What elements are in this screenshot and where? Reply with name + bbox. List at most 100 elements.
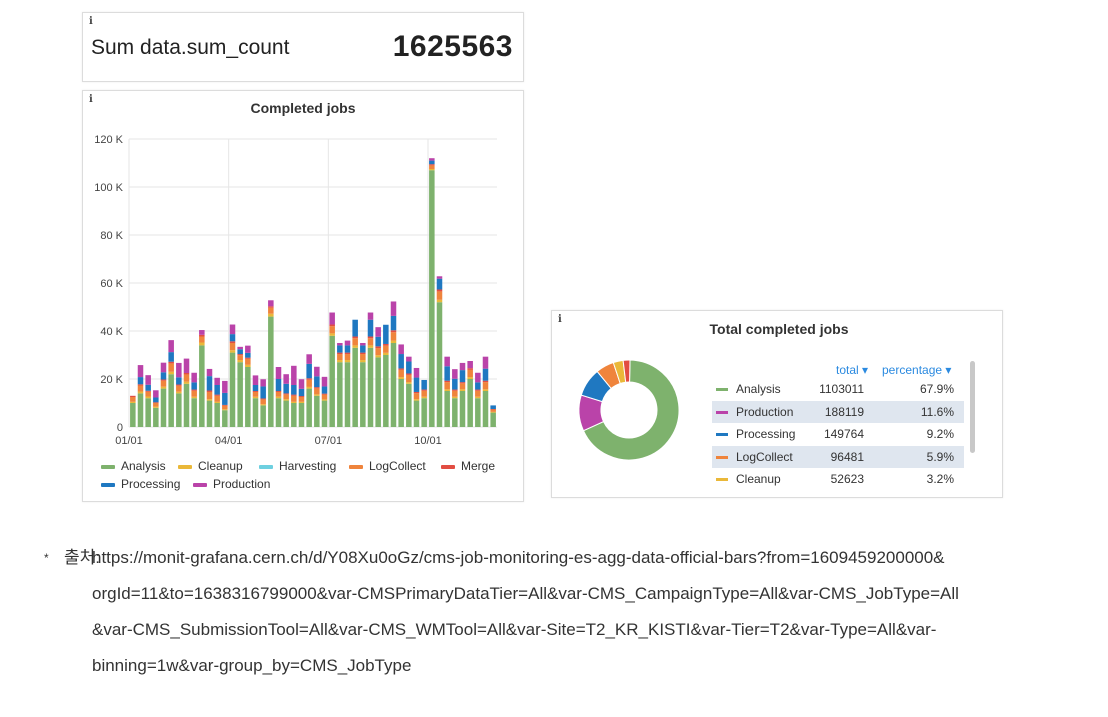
bar-segment-logcollect[interactable] bbox=[153, 403, 159, 407]
bar-segment-analysis[interactable] bbox=[137, 393, 144, 427]
bar-segment-processing[interactable] bbox=[306, 363, 312, 379]
bar-segment-processing[interactable] bbox=[252, 385, 259, 391]
bar-segment-production[interactable] bbox=[291, 365, 297, 385]
bar-segment-analysis[interactable] bbox=[383, 355, 389, 427]
bar-segment-production[interactable] bbox=[413, 367, 420, 378]
bar-segment-production[interactable] bbox=[467, 361, 473, 369]
bar-segment-logcollect[interactable] bbox=[475, 390, 481, 397]
bar-segment-cleanup[interactable] bbox=[214, 401, 220, 403]
bar-segment-cleanup[interactable] bbox=[314, 394, 320, 396]
bar-segment-processing[interactable] bbox=[337, 345, 343, 353]
donut-slice-analysis[interactable] bbox=[582, 359, 680, 461]
column-header-percentage[interactable]: percentage ▾ bbox=[882, 363, 952, 377]
bar-segment-logcollect[interactable] bbox=[459, 383, 466, 390]
bar-segment-analysis[interactable] bbox=[199, 345, 205, 427]
legend-row-analysis[interactable]: Analysis 1103011 67.9% bbox=[712, 378, 964, 400]
bar-segment-cleanup[interactable] bbox=[168, 371, 174, 375]
bar-segment-merge[interactable] bbox=[283, 393, 289, 395]
bar-segment-analysis[interactable] bbox=[298, 403, 305, 427]
bar-segment-cleanup[interactable] bbox=[306, 386, 312, 389]
bar-segment-production[interactable] bbox=[222, 380, 228, 393]
bar-segment-cleanup[interactable] bbox=[459, 389, 466, 391]
bar-segment-logcollect[interactable] bbox=[298, 397, 305, 402]
bar-segment-production[interactable] bbox=[214, 377, 220, 385]
legend-item-merge[interactable]: Merge bbox=[441, 459, 495, 473]
bar-segment-merge[interactable] bbox=[214, 394, 220, 396]
bar-segment-processing[interactable] bbox=[245, 352, 251, 358]
bar-segment-merge[interactable] bbox=[367, 336, 374, 339]
bar-segment-production[interactable] bbox=[168, 340, 174, 353]
bar-segment-logcollect[interactable] bbox=[344, 354, 351, 361]
bar-segment-cleanup[interactable] bbox=[160, 386, 167, 389]
bar-segment-cleanup[interactable] bbox=[467, 377, 473, 379]
bar-segment-production[interactable] bbox=[260, 379, 266, 387]
bar-segment-processing[interactable] bbox=[206, 376, 213, 391]
bar-segment-cleanup[interactable] bbox=[413, 399, 420, 401]
bar-segment-production[interactable] bbox=[199, 330, 205, 335]
bar-segment-production[interactable] bbox=[245, 345, 251, 353]
bar-segment-analysis[interactable] bbox=[260, 405, 266, 427]
bar-segment-cleanup[interactable] bbox=[383, 352, 389, 355]
bar-segment-analysis[interactable] bbox=[321, 400, 328, 427]
bar-segment-logcollect[interactable] bbox=[352, 338, 358, 346]
bar-segment-analysis[interactable] bbox=[421, 398, 427, 427]
bar-segment-production[interactable] bbox=[452, 369, 458, 379]
bar-segment-analysis[interactable] bbox=[214, 403, 220, 427]
bar-segment-processing[interactable] bbox=[421, 379, 427, 390]
bar-segment-logcollect[interactable] bbox=[199, 336, 205, 343]
bar-segment-analysis[interactable] bbox=[459, 391, 466, 427]
bar-segment-analysis[interactable] bbox=[229, 352, 236, 427]
bar-segment-logcollect[interactable] bbox=[436, 291, 443, 300]
bar-segment-merge[interactable] bbox=[452, 389, 458, 391]
bar-segment-analysis[interactable] bbox=[360, 362, 366, 427]
bar-segment-merge[interactable] bbox=[390, 330, 397, 333]
bar-segment-logcollect[interactable] bbox=[306, 379, 312, 387]
bar-segment-logcollect[interactable] bbox=[237, 355, 243, 361]
bar-segment-logcollect[interactable] bbox=[383, 345, 389, 353]
bar-segment-logcollect[interactable] bbox=[145, 391, 151, 397]
legend-item-harvesting[interactable]: Harvesting bbox=[259, 459, 336, 473]
bar-segment-cleanup[interactable] bbox=[398, 377, 404, 379]
bar-segment-merge[interactable] bbox=[260, 398, 266, 400]
bar-segment-cleanup[interactable] bbox=[252, 396, 259, 399]
bar-segment-processing[interactable] bbox=[475, 382, 481, 390]
bar-segment-merge[interactable] bbox=[191, 389, 197, 391]
bar-segment-cleanup[interactable] bbox=[237, 360, 243, 363]
bar-segment-analysis[interactable] bbox=[344, 362, 351, 427]
bar-segment-processing[interactable] bbox=[375, 336, 381, 347]
bar-segment-analysis[interactable] bbox=[160, 388, 167, 427]
bar-segment-logcollect[interactable] bbox=[482, 382, 489, 390]
bar-segment-logcollect[interactable] bbox=[398, 369, 404, 378]
bar-segment-analysis[interactable] bbox=[130, 403, 136, 427]
bar-segment-production[interactable] bbox=[206, 368, 213, 377]
bar-segment-production[interactable] bbox=[145, 375, 151, 385]
bar-segment-merge[interactable] bbox=[145, 390, 151, 392]
bar-segment-cleanup[interactable] bbox=[475, 396, 481, 399]
bar-segment-processing[interactable] bbox=[367, 319, 374, 337]
bar-segment-cleanup[interactable] bbox=[298, 401, 305, 403]
bar-segment-logcollect[interactable] bbox=[214, 395, 220, 402]
bar-segment-cleanup[interactable] bbox=[176, 391, 182, 394]
bar-segment-analysis[interactable] bbox=[145, 398, 151, 427]
bar-segment-cleanup[interactable] bbox=[390, 340, 397, 343]
bar-segment-production[interactable] bbox=[344, 340, 351, 346]
bar-segment-production[interactable] bbox=[160, 362, 167, 373]
bar-segment-processing[interactable] bbox=[344, 345, 351, 353]
bar-segment-analysis[interactable] bbox=[291, 403, 297, 427]
bar-segment-logcollect[interactable] bbox=[191, 390, 197, 397]
bar-segment-merge[interactable] bbox=[314, 387, 320, 389]
legend-row-production[interactable]: Production 188119 11.6% bbox=[712, 400, 964, 423]
bar-segment-cleanup[interactable] bbox=[490, 411, 496, 413]
legend-item-processing[interactable]: Processing bbox=[101, 477, 180, 491]
bar-segment-merge[interactable] bbox=[153, 402, 159, 403]
bar-segment-cleanup[interactable] bbox=[268, 313, 274, 317]
bar-segment-production[interactable] bbox=[475, 372, 481, 383]
bar-segment-analysis[interactable] bbox=[337, 362, 343, 427]
bar-segment-analysis[interactable] bbox=[183, 383, 190, 427]
bar-segment-cleanup[interactable] bbox=[321, 399, 328, 401]
bar-segment-processing[interactable] bbox=[413, 377, 420, 392]
info-icon[interactable]: i bbox=[89, 16, 93, 27]
bar-segment-analysis[interactable] bbox=[413, 400, 420, 427]
bar-segment-processing[interactable] bbox=[283, 383, 289, 394]
bar-segment-cleanup[interactable] bbox=[153, 406, 159, 408]
